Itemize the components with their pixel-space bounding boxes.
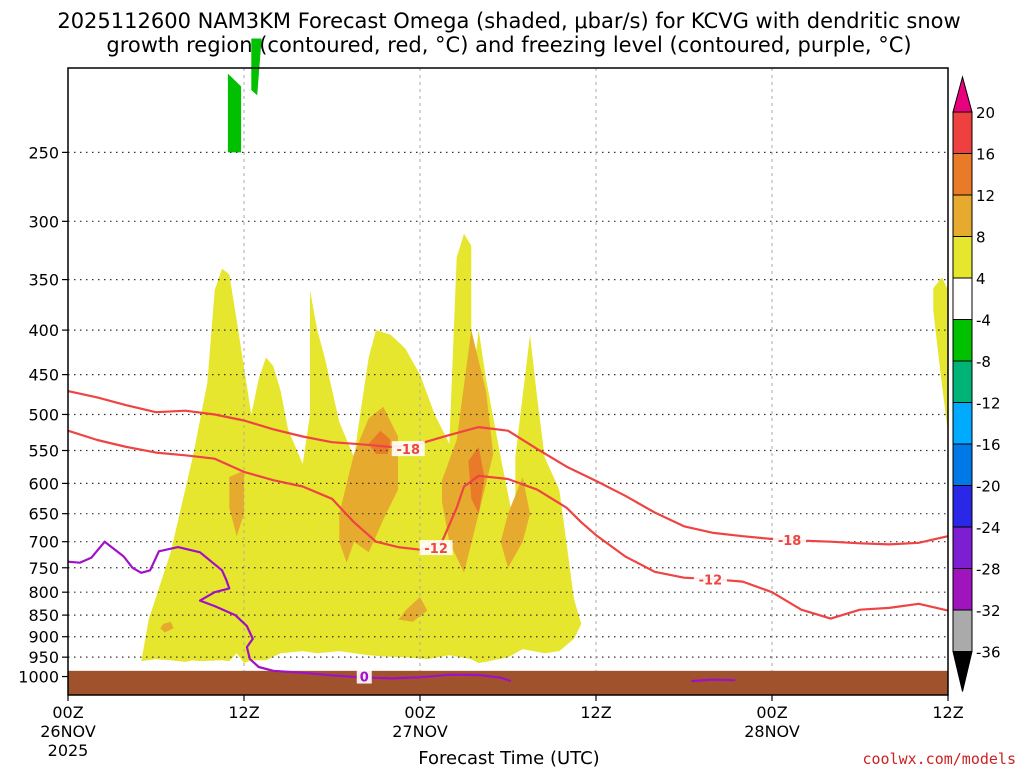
x-tick-label-0: 00Z: [52, 703, 83, 722]
colorbar-swatch-9: [952, 443, 973, 486]
colorbar-swatch-8: [952, 402, 973, 445]
y-tick-label-1000: 1000: [18, 668, 59, 687]
colorbar-label-0: 20: [976, 104, 995, 122]
y-tick-label-700: 700: [28, 533, 59, 552]
y-tick-label-900: 900: [28, 628, 59, 647]
colorbar-bottom-arrow: [952, 651, 973, 692]
colorbar-label-7: -12: [976, 395, 1001, 413]
omega-region-5: [500, 477, 530, 568]
y-tick-label-400: 400: [28, 321, 59, 340]
dendritic-minus12-contour-label-0: -12: [424, 542, 448, 557]
y-tick-label-600: 600: [28, 474, 59, 493]
colorbar-swatch-12: [952, 568, 973, 611]
colorbar-swatch-5: [952, 277, 973, 320]
colorbar-swatch-6: [952, 319, 973, 362]
x-axis-title: Forecast Time (UTC): [418, 748, 599, 768]
dendritic-minus12-contour-label-1: -12: [699, 574, 723, 589]
y-axis-pressure: 250 300 350 400 450 500 550 600 650 700 750 800 850 9…: [18, 143, 68, 687]
x-tick-date-4: 28NOV: [744, 722, 800, 741]
dendritic-minus18-contour-label-bg-1: [773, 532, 807, 548]
colorbar-label-11: -28: [976, 561, 1001, 579]
x-tick-label-2: 00Z: [404, 703, 435, 722]
y-tick-label-500: 500: [28, 405, 59, 424]
credit-text: coolwx.com/models: [862, 750, 1016, 768]
omega-region-9: [468, 447, 485, 514]
colorbar-label-5: -4: [976, 312, 991, 330]
colorbar-swatch-11: [952, 526, 973, 569]
dendritic-minus12-contour-label-bg-1: [693, 571, 727, 587]
dendritic-minus18-contour-label-bg-0: [391, 441, 425, 457]
omega-region-8: [368, 430, 391, 454]
x-tick-label-1: 12Z: [228, 703, 259, 722]
x-tick-year-0: 2025: [48, 741, 89, 760]
chart-title-line-1: 2025112600 NAM3KM Forecast Omega (shaded…: [57, 9, 960, 33]
colorbar-label-2: 12: [976, 187, 995, 205]
y-tick-label-850: 850: [28, 606, 59, 625]
y-tick-label-950: 950: [28, 648, 59, 667]
x-tick-label-4: 00Z: [756, 703, 787, 722]
omega-region-7: [160, 621, 174, 633]
x-tick-label-3: 12Z: [580, 703, 611, 722]
y-tick-label-750: 750: [28, 559, 59, 578]
dendritic-minus18-contour-label-0: -18: [397, 443, 421, 458]
omega-region-10: [227, 73, 242, 153]
dendritic-minus18-contour-label-1: -18: [778, 534, 802, 549]
y-tick-label-350: 350: [28, 271, 59, 290]
omega-region-11: [251, 38, 262, 96]
freezing-level-contour-label-0: 0: [360, 671, 369, 686]
colorbar-label-3: 8: [976, 229, 986, 247]
colorbar-swatch-7: [952, 360, 973, 403]
colorbar-swatch-1: [952, 111, 973, 154]
colorbar-label-1: 16: [976, 146, 995, 164]
colorbar-label-6: -8: [976, 353, 991, 371]
freezing-level-contour-label-bg-0: [356, 668, 372, 684]
colorbar-label-4: 4: [976, 270, 986, 288]
y-tick-label-300: 300: [28, 212, 59, 231]
colorbar-swatch-2: [952, 153, 973, 196]
x-tick-date-2: 27NOV: [392, 722, 448, 741]
plot-frame: [67, 67, 949, 696]
chart-title-line-2: growth region (contoured, red, °C) and f…: [106, 33, 911, 57]
colorbar-swatch-13: [952, 609, 973, 652]
omega-region-1: [933, 277, 948, 433]
y-tick-label-800: 800: [28, 583, 59, 602]
omega-colorbar: 20 16 12 8 4 -4 -8 -12 -16 -20 -24 -28 -32 -36: [952, 75, 1001, 692]
ground-surface: [68, 670, 948, 695]
freezing-level-contour-line-2: [691, 678, 736, 683]
x-tick-date-0: 26NOV: [40, 722, 96, 741]
colorbar-label-13: -36: [976, 644, 1001, 662]
y-tick-label-650: 650: [28, 505, 59, 524]
y-tick-label-450: 450: [28, 366, 59, 385]
colorbar-label-9: -20: [976, 478, 1001, 496]
colorbar-label-10: -24: [976, 519, 1001, 537]
freezing-level-contour-line: [67, 540, 512, 683]
y-tick-label-550: 550: [28, 442, 59, 461]
y-tick-label-250: 250: [28, 143, 59, 162]
colorbar-label-12: -32: [976, 602, 1001, 620]
dendritic-minus12-contour-label-bg-0: [419, 540, 453, 556]
dendritic-minus12-contour-line: [67, 429, 949, 620]
colorbar-swatch-10: [952, 485, 973, 528]
colorbar-label-8: -16: [976, 436, 1001, 454]
contour-layer: -18 -18 -12 -12 0: [67, 390, 949, 686]
colorbar-swatch-4: [952, 236, 973, 279]
x-tick-label-5: 12Z: [932, 703, 963, 722]
omega-region-2: [229, 470, 244, 537]
colorbar-swatch-3: [952, 194, 973, 237]
